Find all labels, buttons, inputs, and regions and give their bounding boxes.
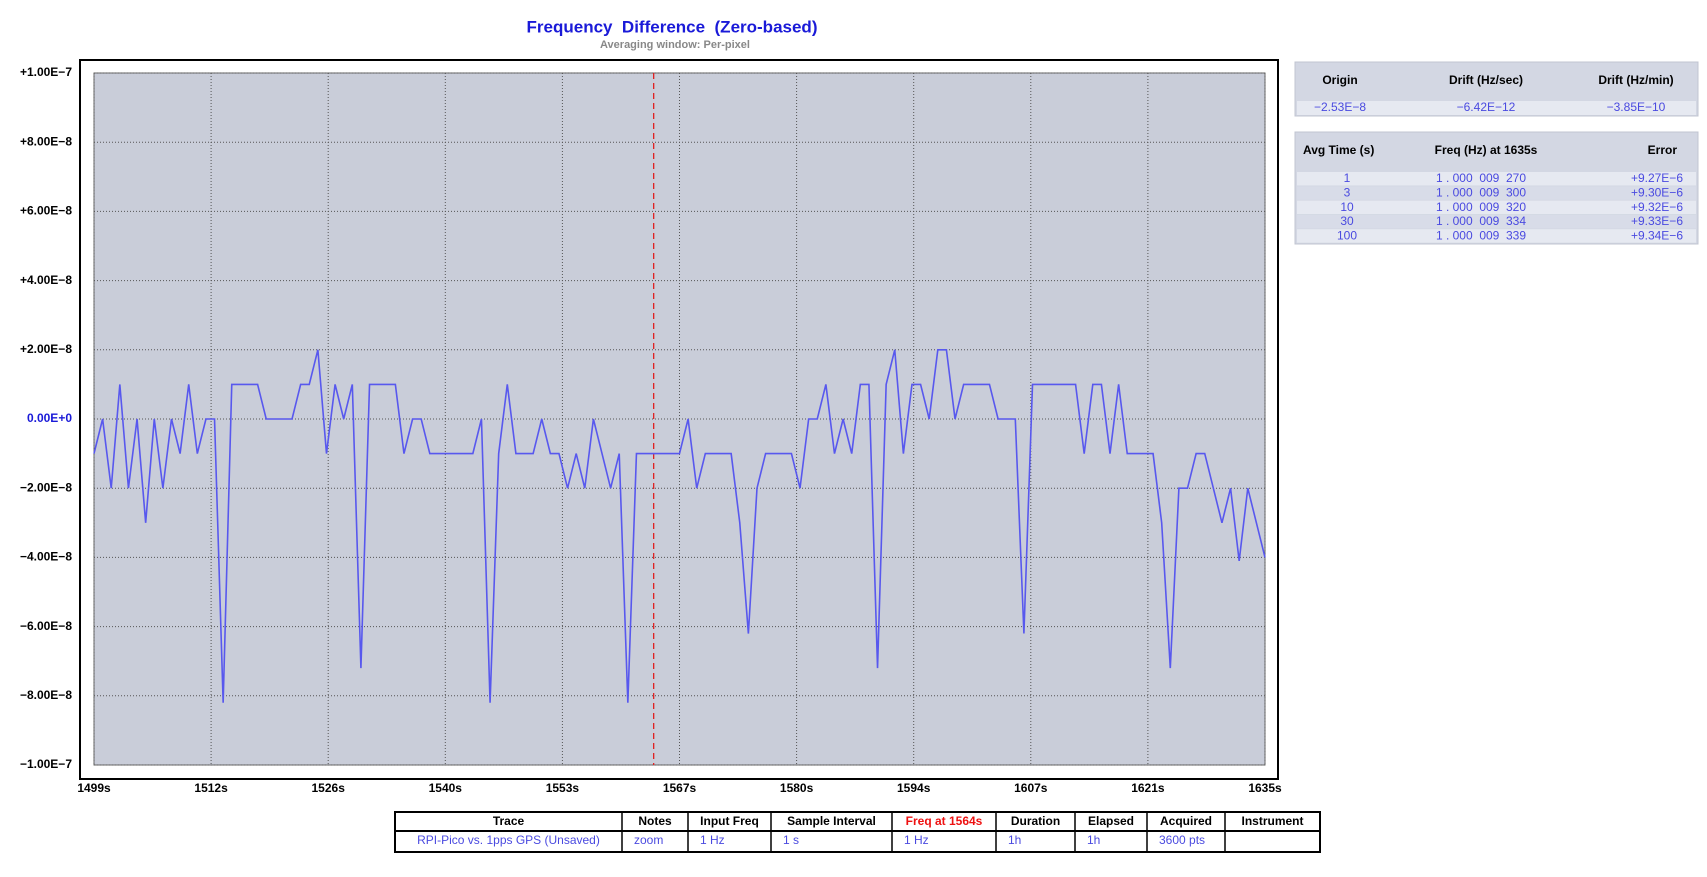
table-header: Acquired	[1160, 814, 1212, 828]
y-tick-label: +6.00E−8	[20, 204, 72, 218]
table-row	[1297, 101, 1696, 115]
table-row	[1297, 214, 1696, 229]
data-line	[93, 349, 1266, 703]
table-cell: RPI-Pico vs. 1pps GPS (Unsaved)	[417, 833, 600, 847]
chart-title: Frequency Difference (Zero-based)	[527, 17, 818, 36]
table-row	[1297, 186, 1696, 200]
table-cell: 1 s	[783, 833, 799, 847]
table-cell: 3	[1344, 185, 1351, 199]
y-tick-label: −4.00E−8	[20, 550, 72, 564]
table-header: Input Freq	[700, 814, 759, 828]
table-cell: 1 . 000 009 300	[1436, 185, 1526, 199]
table-cell: −3.85E−10	[1607, 100, 1666, 114]
table-cell: 10	[1340, 200, 1354, 214]
table-row	[1297, 200, 1696, 215]
table-cell: 1 . 000 009 270	[1436, 171, 1526, 185]
y-tick-label: +4.00E−8	[20, 273, 72, 287]
x-tick-label: 1621s	[1131, 781, 1165, 795]
table-header: Instrument	[1241, 814, 1303, 828]
x-tick-label: 1607s	[1014, 781, 1048, 795]
table-cell: 1 Hz	[700, 833, 725, 847]
chart-subtitle: Averaging window: Per-pixel	[600, 39, 750, 51]
table-cell: 1 . 000 009 320	[1436, 200, 1526, 214]
table-header: Freq (Hz) at 1635s	[1435, 143, 1538, 157]
table-cell: −6.42E−12	[1457, 100, 1516, 114]
table-header: Elapsed	[1088, 814, 1134, 828]
x-tick-label: 1526s	[312, 781, 346, 795]
table-header: Drift (Hz/sec)	[1449, 73, 1523, 87]
table-header: Trace	[493, 814, 525, 828]
table-cell: 1 Hz	[904, 833, 929, 847]
y-tick-label: +1.00E−7	[20, 65, 72, 79]
table-header: Duration	[1011, 814, 1060, 828]
table-cell: −2.53E−8	[1314, 100, 1366, 114]
table-cell: 1h	[1008, 833, 1021, 847]
table-cell: 1 . 000 009 334	[1436, 214, 1526, 228]
x-tick-label: 1499s	[77, 781, 111, 795]
table-header: Sample Interval	[787, 814, 876, 828]
table-cell: 1h	[1087, 833, 1100, 847]
y-tick-label: −2.00E−8	[20, 480, 72, 494]
table-header: Drift (Hz/min)	[1598, 73, 1673, 87]
x-tick-label: 1567s	[663, 781, 697, 795]
table-header: Avg Time (s)	[1303, 143, 1374, 157]
table-row	[1297, 172, 1696, 186]
table-cell: +9.34E−6	[1631, 228, 1683, 242]
y-tick-label: +2.00E−8	[20, 342, 72, 356]
y-tick-label: 0.00E+0	[27, 411, 72, 425]
table-cell: 100	[1337, 228, 1357, 242]
table-cell: +9.33E−6	[1631, 214, 1683, 228]
table-cell: +9.30E−6	[1631, 185, 1683, 199]
table-cell: 1	[1344, 171, 1351, 185]
table-header: Error	[1648, 143, 1678, 157]
x-tick-label: 1635s	[1248, 781, 1282, 795]
y-tick-label: −1.00E−7	[20, 757, 72, 771]
y-tick-label: −8.00E−8	[20, 688, 72, 702]
table-cell: +9.32E−6	[1631, 200, 1683, 214]
table-cell: zoom	[634, 833, 663, 847]
table-row	[1297, 229, 1696, 243]
x-tick-label: 1540s	[429, 781, 463, 795]
table-cell: 30	[1340, 214, 1354, 228]
table-header: Freq at 1564s	[906, 814, 983, 828]
y-tick-label: +8.00E−8	[20, 134, 72, 148]
x-tick-label: 1580s	[780, 781, 814, 795]
y-tick-label: −6.00E−8	[20, 619, 72, 633]
x-tick-label: 1594s	[897, 781, 931, 795]
table-cell: 1 . 000 009 339	[1436, 228, 1526, 242]
table-cell: 3600 pts	[1159, 833, 1205, 847]
table-header: Origin	[1322, 73, 1357, 87]
table-header: Notes	[638, 814, 672, 828]
x-tick-label: 1553s	[546, 781, 580, 795]
x-tick-label: 1512s	[194, 781, 228, 795]
table-cell: +9.27E−6	[1631, 171, 1683, 185]
